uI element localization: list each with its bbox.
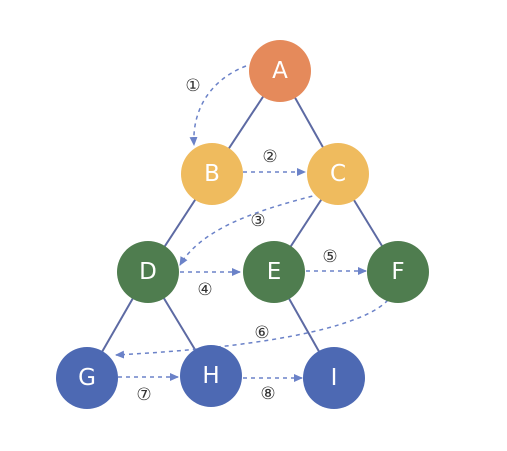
node-g-label: G [78,365,96,391]
node-a-label: A [272,58,288,84]
step-label-1: ① [185,76,200,96]
step-label-6: ⑥ [254,323,269,343]
node-b: B [181,143,243,205]
step-arrow-1 [189,65,247,146]
step-label-2: ② [262,147,277,167]
node-a: A [249,40,311,102]
node-i: I [303,347,365,409]
node-f: F [367,241,429,303]
node-c: C [307,143,369,205]
step-label-3: ③ [250,211,265,231]
node-h-label: H [202,363,219,389]
node-e: E [243,241,305,303]
step-label-8: ⑧ [260,384,275,404]
node-i-label: I [331,365,338,391]
node-g: G [56,347,118,409]
traversal-arrows [115,65,389,382]
node-b-label: B [204,161,220,187]
step-label-5: ⑤ [322,247,337,267]
step-labels: ① ② ③ ④ ⑤ ⑥ ⑦ ⑧ [136,76,337,405]
step-label-4: ④ [197,280,212,300]
tree-edges [86,70,399,379]
step-arrow-6 [115,299,389,359]
node-h: H [180,345,242,407]
node-e-label: E [267,259,282,285]
tree-nodes: A B C D E F G H [56,40,429,409]
node-d: D [117,241,179,303]
node-f-label: F [391,259,404,285]
node-d-label: D [139,259,157,285]
node-c-label: C [330,161,346,187]
step-label-7: ⑦ [136,385,151,405]
